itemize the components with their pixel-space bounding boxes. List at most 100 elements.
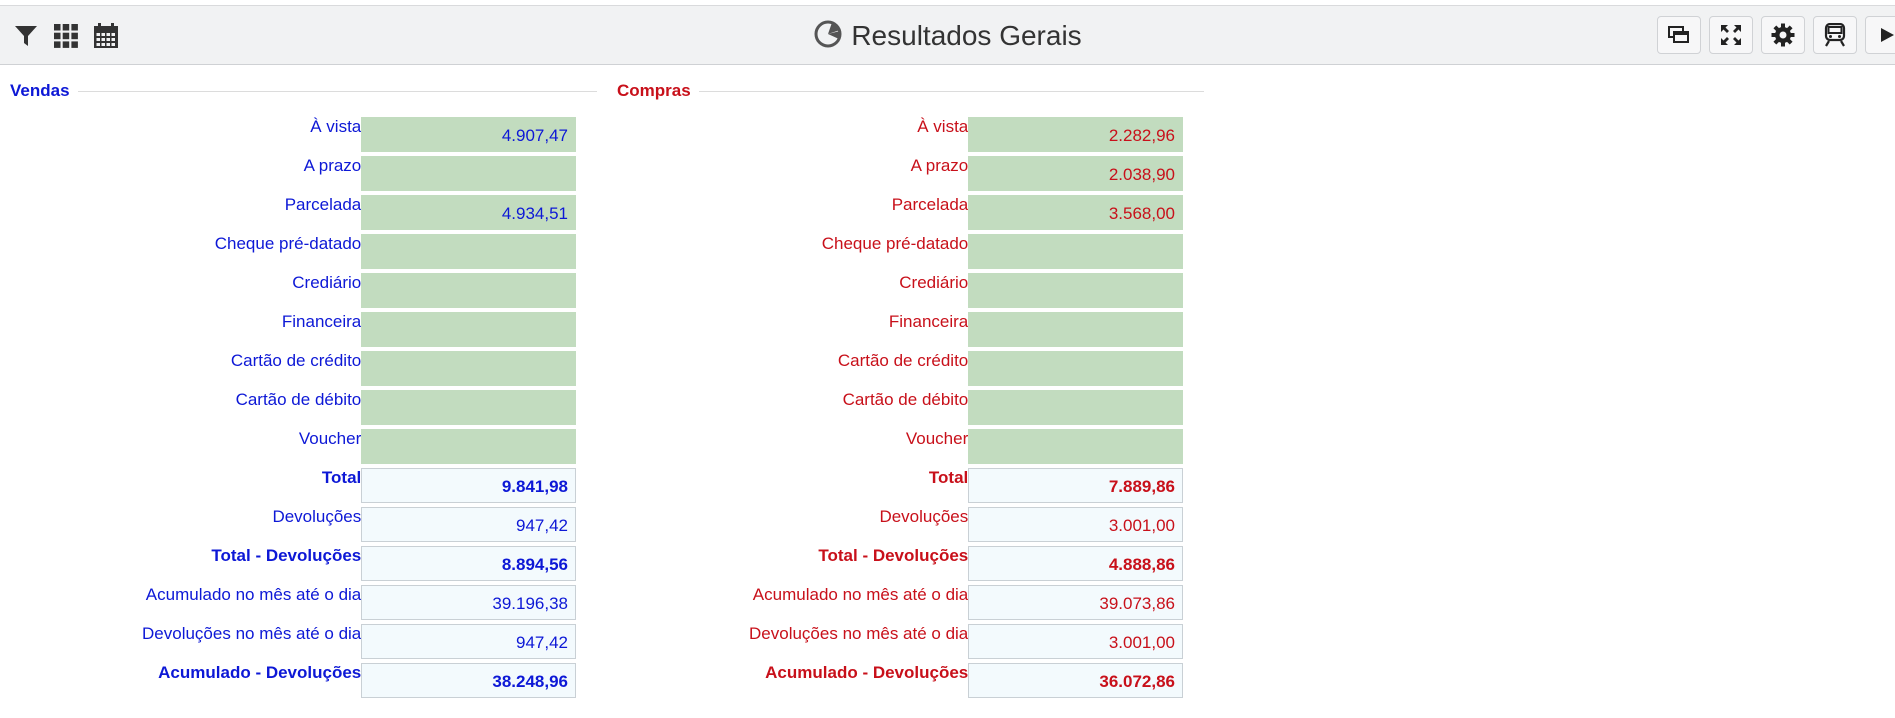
divider — [10, 91, 597, 92]
row-label: Devoluções: — [272, 507, 366, 526]
compras-row-total: Total:7.889,86 — [617, 468, 1204, 507]
value-field — [968, 351, 1183, 386]
value-field — [361, 390, 576, 425]
vendas-row-acumulado-mes: Acumulado no mês até o dia:39.196,38 — [10, 585, 597, 624]
calendar-icon[interactable] — [92, 22, 120, 50]
compras-row-parcelada: Parcelada:3.568,00 — [617, 195, 1204, 234]
play-button[interactable] — [1865, 16, 1895, 54]
compras-row-cheque: Cheque pré-datado: — [617, 234, 1204, 273]
row-label: Acumulado - Devoluções: — [158, 663, 366, 682]
value-field — [361, 429, 576, 464]
compras-row-total-devolucoes: Total - Devoluções:4.888,86 — [617, 546, 1204, 585]
vendas-row-devolucoes-mes: Devoluções no mês até o dia:947,42 — [10, 624, 597, 663]
row-label: Cartão de crédito: — [230, 351, 366, 370]
row-label: Cartão de crédito: — [837, 351, 973, 370]
compras-row-voucher: Voucher: — [617, 429, 1204, 468]
value-field — [361, 273, 576, 308]
page-title: Resultados Gerais — [851, 20, 1082, 51]
row-label: Financeira: — [888, 312, 973, 331]
compras-row-acumulado-mes: Acumulado no mês até o dia:39.073,86 — [617, 585, 1204, 624]
value-field: 38.248,96 — [361, 663, 576, 698]
vendas-row-devolucoes: Devoluções:947,42 — [10, 507, 597, 546]
row-label: Total: — [321, 468, 366, 487]
vendas-row-acumulado-devolucoes: Acumulado - Devoluções:38.248,96 — [10, 663, 597, 702]
vendas-title: Vendas — [10, 81, 78, 101]
vendas-row-cartao-debito: Cartão de débito: — [10, 390, 597, 429]
train-button[interactable] — [1813, 16, 1857, 54]
value-field: 4.934,51 — [361, 195, 576, 230]
compras-row-cartao-debito: Cartão de débito: — [617, 390, 1204, 429]
vendas-row-parcelada: Parcelada:4.934,51 — [10, 195, 597, 234]
row-label: Voucher: — [298, 429, 366, 448]
fullscreen-button[interactable] — [1709, 16, 1753, 54]
row-label: Cheque pré-datado: — [214, 234, 366, 253]
grid-icon[interactable] — [52, 22, 80, 50]
value-field: 2.038,90 — [968, 156, 1183, 191]
value-field — [968, 273, 1183, 308]
value-field: 36.072,86 — [968, 663, 1183, 698]
row-label: Parcelada: — [284, 195, 366, 214]
row-label: A prazo: — [303, 156, 366, 175]
row-label: Devoluções: — [879, 507, 973, 526]
settings-button[interactable] — [1761, 16, 1805, 54]
value-field — [361, 156, 576, 191]
value-field — [361, 234, 576, 269]
value-field: 3.001,00 — [968, 624, 1183, 659]
row-label: Cheque pré-datado: — [821, 234, 973, 253]
row-label: Cartão de débito: — [235, 390, 366, 409]
value-field: 9.841,98 — [361, 468, 576, 503]
value-field: 3.001,00 — [968, 507, 1183, 542]
row-label: A prazo: — [910, 156, 973, 175]
row-label: Financeira: — [281, 312, 366, 331]
vendas-panel: Vendas À vista:4.907,47 A prazo: Parcela… — [10, 78, 597, 702]
row-label: Crediário: — [292, 273, 366, 292]
filter-icon[interactable] — [12, 22, 40, 50]
row-label: Voucher: — [905, 429, 973, 448]
compras-panel: Compras À vista:2.282,96 A prazo:2.038,9… — [617, 78, 1204, 702]
windows-icon — [1668, 26, 1689, 43]
value-field: 3.568,00 — [968, 195, 1183, 230]
compras-row-devolucoes-mes: Devoluções no mês até o dia:3.001,00 — [617, 624, 1204, 663]
value-field: 947,42 — [361, 507, 576, 542]
row-label: Devoluções no mês até o dia: — [749, 624, 973, 643]
vendas-row-cheque: Cheque pré-datado: — [10, 234, 597, 273]
compras-title: Compras — [617, 81, 699, 101]
vendas-row-voucher: Voucher: — [10, 429, 597, 468]
row-label: Total - Devoluções: — [211, 546, 366, 565]
value-field — [361, 312, 576, 347]
value-field: 8.894,56 — [361, 546, 576, 581]
compras-row-a-prazo: A prazo:2.038,90 — [617, 156, 1204, 195]
row-label: À vista: — [310, 117, 366, 136]
value-field — [968, 429, 1183, 464]
value-field: 4.907,47 — [361, 117, 576, 152]
row-label: Crediário: — [899, 273, 973, 292]
play-icon — [1881, 28, 1894, 42]
vendas-row-a-prazo: A prazo: — [10, 156, 597, 195]
compras-row-cartao-credito: Cartão de crédito: — [617, 351, 1204, 390]
page-title-wrap: Resultados Gerais — [0, 6, 1895, 66]
value-field — [968, 390, 1183, 425]
vendas-row-financeira: Financeira: — [10, 312, 597, 351]
row-label: Devoluções no mês até o dia: — [142, 624, 366, 643]
divider — [617, 91, 1204, 92]
row-label: Parcelada: — [891, 195, 973, 214]
vendas-row-total: Total:9.841,98 — [10, 468, 597, 507]
vendas-row-cartao-credito: Cartão de crédito: — [10, 351, 597, 390]
compras-header: Compras — [617, 78, 1204, 104]
value-field: 947,42 — [361, 624, 576, 659]
value-field: 39.196,38 — [361, 585, 576, 620]
vendas-row-total-devolucoes: Total - Devoluções:8.894,56 — [10, 546, 597, 585]
row-label: Total: — [928, 468, 973, 487]
train-icon — [1824, 23, 1846, 47]
compras-row-crediario: Crediário: — [617, 273, 1204, 312]
compras-row-a-vista: À vista:2.282,96 — [617, 117, 1204, 156]
row-label: Acumulado no mês até o dia: — [752, 585, 973, 604]
value-field — [968, 234, 1183, 269]
value-field: 39.073,86 — [968, 585, 1183, 620]
fullscreen-icon — [1721, 25, 1741, 45]
windows-button[interactable] — [1657, 16, 1701, 54]
pie-chart-icon — [813, 19, 843, 54]
compras-row-acumulado-devolucoes: Acumulado - Devoluções:36.072,86 — [617, 663, 1204, 702]
row-label: À vista: — [917, 117, 973, 136]
value-field: 7.889,86 — [968, 468, 1183, 503]
